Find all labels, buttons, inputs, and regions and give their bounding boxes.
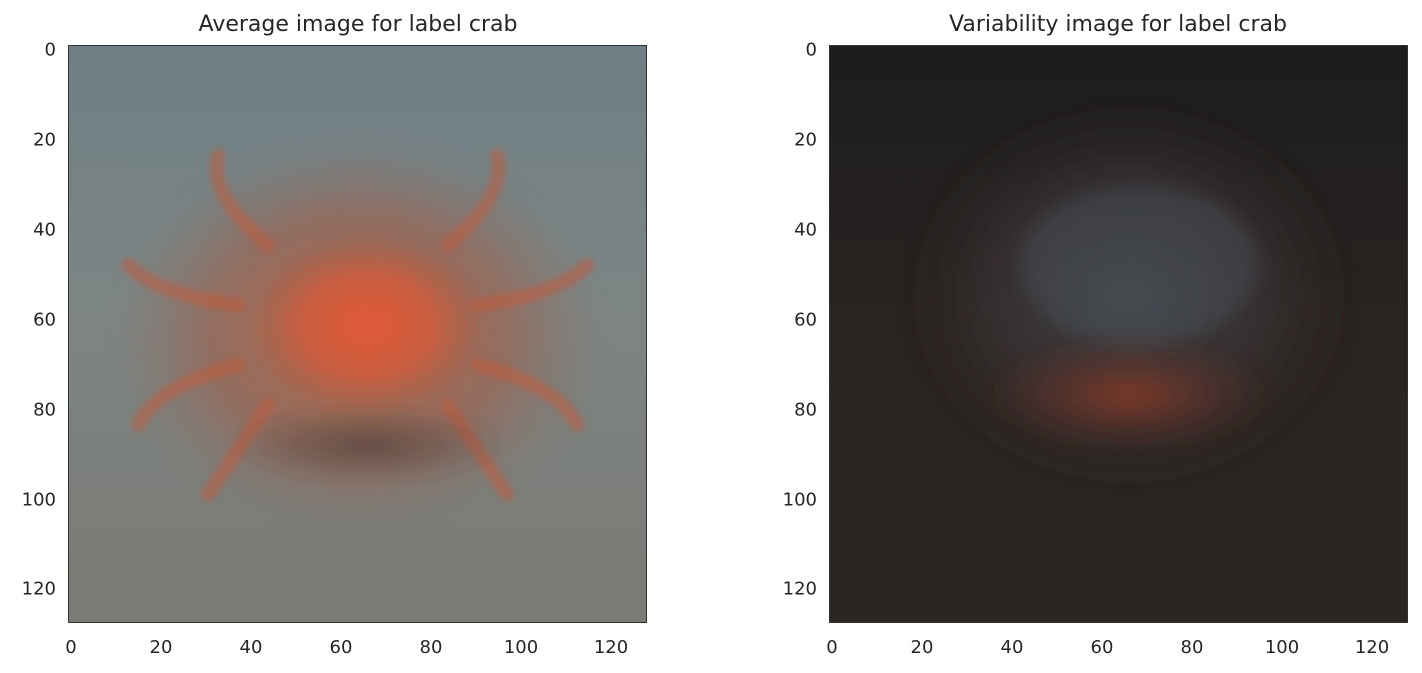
variability-crab-image — [830, 46, 1407, 622]
y-tick: 80 — [794, 399, 817, 421]
y-tick: 100 — [21, 489, 56, 511]
y-tick: 0 — [44, 39, 56, 61]
x-tick: 0 — [65, 637, 77, 658]
x-tick: 80 — [1180, 637, 1204, 658]
x-tick: 20 — [149, 637, 173, 658]
x-tick: 0 — [826, 637, 838, 658]
y-tick: 40 — [794, 219, 817, 241]
x-tick: 60 — [1090, 637, 1114, 658]
x-tick: 100 — [503, 637, 539, 658]
y-tick: 100 — [782, 489, 817, 511]
variability-image-title: Variability image for label crab — [949, 12, 1287, 37]
y-tick: 40 — [33, 219, 56, 241]
y-tick: 120 — [782, 578, 817, 600]
x-tick: 40 — [239, 637, 263, 658]
y-tick: 20 — [794, 129, 817, 151]
y-tick: 20 — [33, 129, 56, 151]
x-tick: 40 — [1000, 637, 1024, 658]
x-tick: 100 — [1264, 637, 1300, 658]
y-tick: 80 — [33, 399, 56, 421]
variability-image-frame — [829, 45, 1408, 623]
average-image-frame — [68, 45, 647, 623]
x-tick: 60 — [329, 637, 353, 658]
x-tick: 20 — [910, 637, 934, 658]
average-image-title: Average image for label crab — [198, 12, 518, 37]
y-tick: 60 — [33, 309, 56, 331]
x-tick: 120 — [593, 637, 629, 658]
average-crab-image — [69, 46, 646, 622]
y-tick: 120 — [21, 578, 56, 600]
y-tick: 0 — [805, 39, 817, 61]
average-image-panel: Average image for label crab — [21, 12, 647, 658]
y-tick: 60 — [794, 309, 817, 331]
x-tick: 80 — [419, 637, 443, 658]
x-tick: 120 — [1354, 637, 1390, 658]
variability-image-panel: Variability image for label crab — [711, 0, 1422, 673]
